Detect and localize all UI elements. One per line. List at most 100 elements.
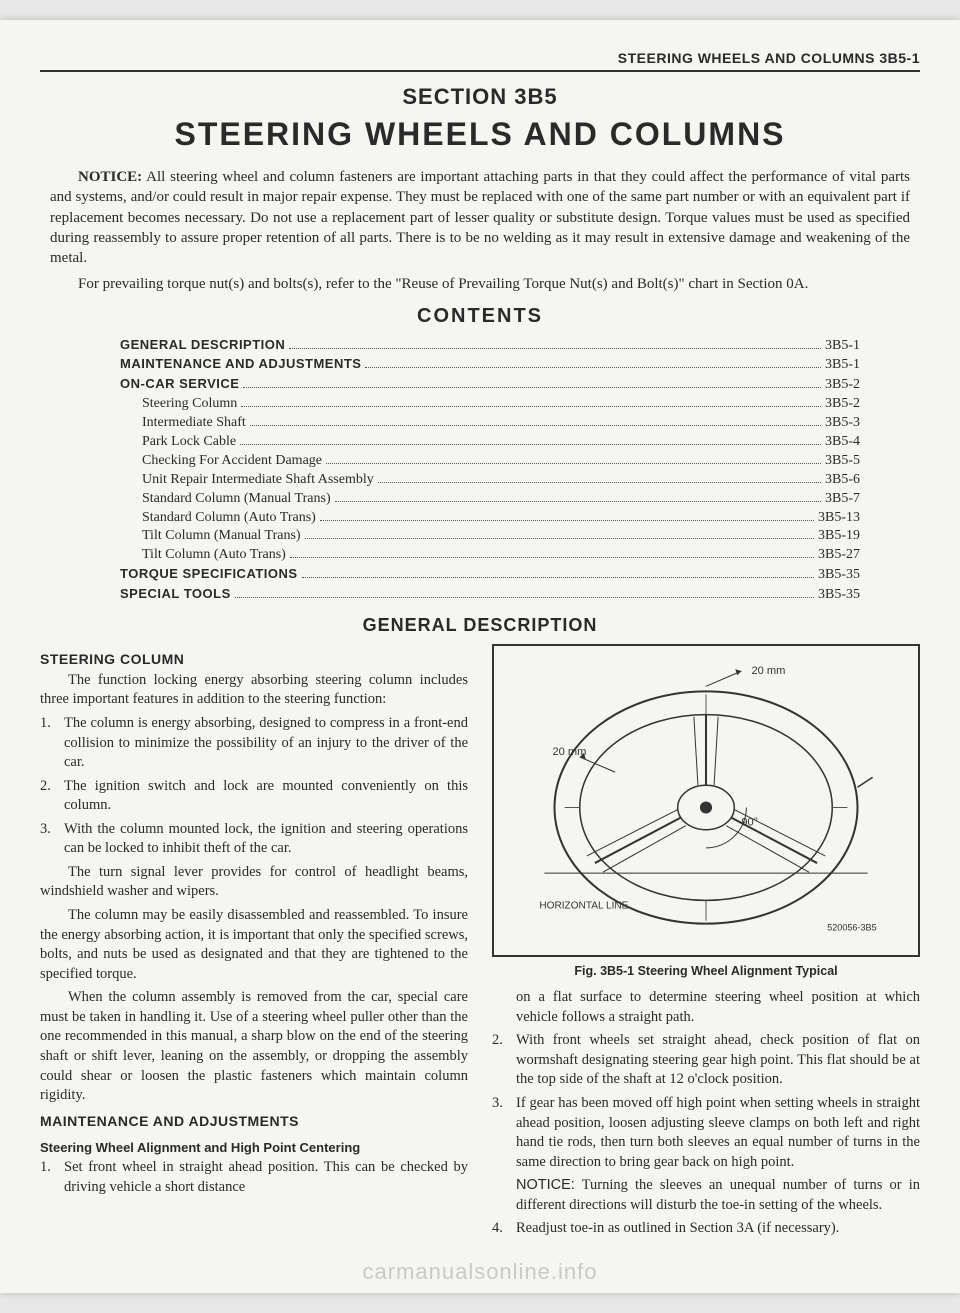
toc-dots <box>365 367 821 368</box>
figure-caption: Fig. 3B5-1 Steering Wheel Alignment Typi… <box>492 963 920 980</box>
maintenance-heading: MAINTENANCE AND ADJUSTMENTS <box>40 1112 468 1131</box>
toc-row: Intermediate Shaft 3B5-3 <box>120 414 860 433</box>
steering-wheel-diagram: 20 mm 20 mm 90° HORIZONTAL LINE 520056-3… <box>504 656 908 939</box>
notice-paragraph-2: For prevailing torque nut(s) and bolts(s… <box>50 274 910 294</box>
toc-row: SPECIAL TOOLS3B5-35 <box>120 585 860 605</box>
toc-label: Standard Column (Auto Trans) <box>120 509 316 528</box>
toc-page: 3B5-27 <box>818 546 860 565</box>
list-body: Readjust toe-in as outlined in Section 3… <box>516 1219 920 1239</box>
toc-label: Intermediate Shaft <box>120 414 246 433</box>
toc-dots <box>240 444 821 445</box>
toc-page: 3B5-19 <box>818 527 860 546</box>
toc-label: Steering Column <box>120 395 237 414</box>
toc-page: 3B5-2 <box>825 395 860 414</box>
toc-dots <box>289 348 821 349</box>
fig-label-20mm-left: 20 mm <box>552 746 586 758</box>
toc-page: 3B5-3 <box>825 414 860 433</box>
two-column-body: STEERING COLUMN The function locking ene… <box>40 644 920 1243</box>
list-body: With front wheels set straight ahead, ch… <box>516 1031 920 1090</box>
left-p4: When the column assembly is removed from… <box>40 988 468 1105</box>
list-body: The column is energy absorbing, designed… <box>64 714 468 773</box>
page-header: STEERING WHEELS AND COLUMNS 3B5-1 <box>40 50 920 72</box>
fig-code: 520056-3B5 <box>827 923 876 933</box>
toc-page: 3B5-6 <box>825 471 860 490</box>
toc-page: 3B5-35 <box>818 586 860 605</box>
contents-title: CONTENTS <box>40 305 920 328</box>
list-item: 3. With the column mounted lock, the ign… <box>40 820 468 859</box>
right-notice-label: NOTICE: <box>516 1177 575 1193</box>
alignment-heading: Steering Wheel Alignment and High Point … <box>40 1139 468 1157</box>
toc-row: Standard Column (Manual Trans) 3B5-7 <box>120 490 860 509</box>
left-column: STEERING COLUMN The function locking ene… <box>40 644 468 1243</box>
list-num: 3. <box>40 820 64 859</box>
toc-row: MAINTENANCE AND ADJUSTMENTS 3B5-1 <box>120 355 860 375</box>
toc-page: 3B5-4 <box>825 433 860 452</box>
toc-dots <box>302 577 814 578</box>
toc-row: GENERAL DESCRIPTION 3B5-1 <box>120 336 860 356</box>
general-description-heading: GENERAL DESCRIPTION <box>40 615 920 636</box>
fig-label-90: 90° <box>741 817 758 829</box>
toc-row: ON-CAR SERVICE3B5-2 <box>120 375 860 395</box>
toc-label: GENERAL DESCRIPTION <box>120 336 285 354</box>
list-num: 2. <box>40 777 64 816</box>
toc-label: MAINTENANCE AND ADJUSTMENTS <box>120 355 361 373</box>
toc-page: 3B5-7 <box>825 490 860 509</box>
toc-dots <box>235 597 814 598</box>
toc-dots <box>290 557 814 558</box>
toc-row: Park Lock Cable 3B5-4 <box>120 433 860 452</box>
list-num: 2. <box>492 1031 516 1090</box>
notice-paragraph-1: NOTICE: All steering wheel and column fa… <box>50 167 910 268</box>
toc-label: Checking For Accident Damage <box>120 452 322 471</box>
right-notice: NOTICE: Turning the sleeves an unequal n… <box>516 1176 920 1215</box>
toc-page: 3B5-2 <box>825 376 860 395</box>
right-p1: on a flat surface to determine steering … <box>516 988 920 1027</box>
toc-row: TORQUE SPECIFICATIONS 3B5-35 <box>120 565 860 585</box>
toc-page: 3B5-35 <box>818 566 860 585</box>
list-item: 1. The column is energy absorbing, desig… <box>40 714 468 773</box>
toc-label: Park Lock Cable <box>120 433 236 452</box>
toc-row: Standard Column (Auto Trans) 3B5-13 <box>120 509 860 528</box>
page: STEERING WHEELS AND COLUMNS 3B5-1 SECTIO… <box>0 20 960 1293</box>
notice-label: NOTICE: <box>78 169 142 185</box>
list-num: 1. <box>40 1158 64 1197</box>
main-title: STEERING WHEELS AND COLUMNS <box>40 116 920 153</box>
watermark: carmanualsonline.info <box>0 1259 960 1285</box>
toc-dots <box>326 463 821 464</box>
list-item: 1. Set front wheel in straight ahead pos… <box>40 1158 468 1197</box>
toc-label: Tilt Column (Auto Trans) <box>120 546 286 565</box>
toc-row: Steering Column 3B5-2 <box>120 395 860 414</box>
toc-page: 3B5-1 <box>825 337 860 356</box>
toc-page: 3B5-5 <box>825 452 860 471</box>
list-body: With the column mounted lock, the igniti… <box>64 820 468 859</box>
notice-text-1: All steering wheel and column fasteners … <box>50 169 910 266</box>
toc-label: TORQUE SPECIFICATIONS <box>120 565 298 583</box>
toc-dots <box>320 520 814 521</box>
section-label: SECTION 3B5 <box>40 84 920 110</box>
left-p2: The turn signal lever provides for contr… <box>40 863 468 902</box>
toc-page: 3B5-1 <box>825 356 860 375</box>
list-item: 2. The ignition switch and lock are moun… <box>40 777 468 816</box>
toc-label: Standard Column (Manual Trans) <box>120 490 331 509</box>
toc-dots <box>241 406 821 407</box>
toc-row: Unit Repair Intermediate Shaft Assembly 3… <box>120 471 860 490</box>
toc-row: Checking For Accident Damage 3B5-5 <box>120 452 860 471</box>
list-num: 3. <box>492 1094 516 1172</box>
toc-dots <box>243 387 821 388</box>
list-item: 3. If gear has been moved off high point… <box>492 1094 920 1172</box>
table-of-contents: GENERAL DESCRIPTION3B5-1MAINTENANCE AND … <box>120 336 860 605</box>
figure-3b5-1: 20 mm 20 mm 90° HORIZONTAL LINE 520056-3… <box>492 644 920 957</box>
right-notice-text: Turning the sleeves an unequal number of… <box>516 1177 920 1213</box>
list-body: The ignition switch and lock are mounted… <box>64 777 468 816</box>
toc-label: Unit Repair Intermediate Shaft Assembly <box>120 471 374 490</box>
toc-label: Tilt Column (Manual Trans) <box>120 527 301 546</box>
toc-row: Tilt Column (Auto Trans) 3B5-27 <box>120 546 860 565</box>
list-body: Set front wheel in straight ahead positi… <box>64 1158 468 1197</box>
list-num: 4. <box>492 1219 516 1239</box>
toc-dots <box>335 501 821 502</box>
list-item: 4. Readjust toe-in as outlined in Sectio… <box>492 1219 920 1239</box>
toc-page: 3B5-13 <box>818 509 860 528</box>
left-p1: The function locking energy absorbing st… <box>40 671 468 710</box>
list-body: If gear has been moved off high point wh… <box>516 1094 920 1172</box>
fig-label-20mm-top: 20 mm <box>751 665 785 677</box>
toc-dots <box>305 538 814 539</box>
